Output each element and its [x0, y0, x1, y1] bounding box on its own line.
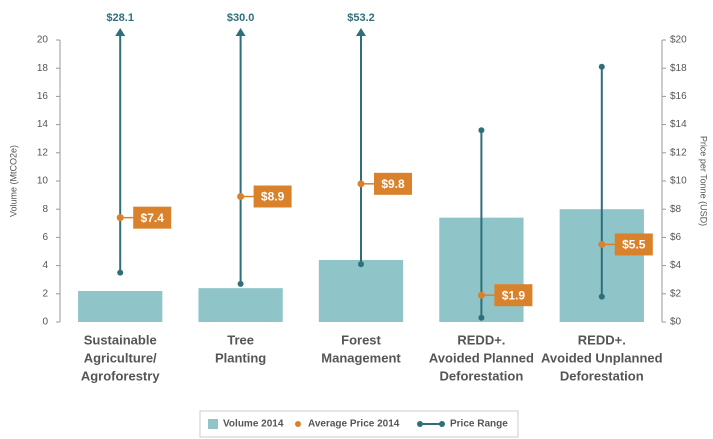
avg-tag: [614, 233, 653, 256]
x-tick-label: Deforestation: [560, 368, 644, 383]
avg-tag: [253, 185, 292, 208]
y2-tick-label: $18: [670, 63, 687, 74]
y-tick-label: 6: [42, 232, 48, 243]
avg-label: $7.4: [141, 211, 165, 225]
avg-tag: [133, 206, 172, 229]
x-tick-label: Forest: [341, 332, 381, 347]
range-min: [598, 293, 605, 300]
x-tick-label: Agriculture/: [84, 350, 157, 365]
x-tick-label: Deforestation: [440, 368, 524, 383]
y-tick-label: 20: [37, 35, 49, 46]
x-tick-label: Agroforestry: [81, 368, 161, 383]
legend-swatch: [417, 421, 423, 427]
y2-tick-label: $2: [670, 288, 682, 299]
bar: [318, 259, 404, 322]
range-label: $53.2: [347, 12, 375, 24]
avg-label: $1.9: [502, 288, 526, 302]
y2-tick-label: $14: [670, 119, 687, 130]
y2-tick-label: $12: [670, 147, 687, 158]
avg-price: [477, 291, 485, 299]
legend-label: Price Range: [450, 419, 508, 430]
y-tick-label: 16: [37, 91, 49, 102]
legend-swatch: [208, 419, 218, 429]
x-tick-label: Planting: [215, 350, 266, 365]
avg-price: [357, 180, 365, 188]
y-axis-label: Volume (MtCO2e): [8, 145, 18, 217]
y-tick-label: 0: [42, 317, 48, 328]
y2-tick-label: $16: [670, 91, 687, 102]
x-tick-label: Tree: [227, 332, 254, 347]
x-tick-label: Avoided Unplanned: [541, 350, 663, 365]
range-min: [478, 314, 485, 321]
x-tick-label: REDD+.: [457, 332, 505, 347]
avg-price: [237, 193, 245, 201]
y-tick-label: 8: [42, 204, 48, 215]
avg-price: [116, 214, 124, 222]
bar: [78, 290, 163, 322]
y2-tick-label: $4: [670, 260, 682, 271]
y2-tick-label: $20: [670, 35, 687, 46]
avg-label: $5.5: [622, 238, 646, 252]
bar: [198, 288, 283, 322]
y-tick-label: 10: [37, 176, 49, 187]
y-tick-label: 14: [37, 119, 49, 130]
y2-tick-label: $8: [670, 204, 682, 215]
avg-tag: [494, 284, 533, 307]
x-tick-label: Management: [321, 350, 401, 365]
y2-tick-label: $6: [670, 232, 682, 243]
y2-tick-label: $10: [670, 176, 687, 187]
avg-tag: [374, 172, 412, 195]
range-min: [117, 269, 124, 276]
range-min: [237, 280, 244, 287]
y-tick-label: 4: [42, 260, 48, 271]
range-label: $30.0: [227, 12, 255, 24]
avg-label: $8.9: [261, 190, 285, 204]
y2-tick-label: $0: [670, 317, 682, 328]
y-tick-label: 12: [37, 147, 49, 158]
legend-box: [199, 410, 519, 438]
range-min: [358, 261, 364, 268]
range-max: [478, 127, 485, 134]
avg-label: $9.8: [381, 177, 405, 191]
avg-price: [598, 240, 606, 248]
x-tick-label: Avoided Planned: [429, 350, 534, 365]
y-tick-label: 2: [42, 288, 48, 299]
legend-label: Average Price 2014: [308, 419, 400, 430]
range-label: $28.1: [106, 12, 134, 24]
x-tick-label: Sustainable: [84, 332, 157, 347]
range-max: [598, 63, 605, 70]
range-arrow: [356, 28, 366, 36]
y2-axis-label: Price per Tonne (USD): [699, 136, 709, 226]
legend-swatch: [295, 421, 301, 427]
range-arrow: [115, 28, 126, 36]
range-arrow: [235, 28, 246, 36]
legend-label: Volume 2014: [223, 419, 284, 430]
legend-swatch: [439, 421, 445, 427]
x-tick-label: REDD+.: [578, 332, 626, 347]
y-tick-label: 18: [37, 63, 49, 74]
